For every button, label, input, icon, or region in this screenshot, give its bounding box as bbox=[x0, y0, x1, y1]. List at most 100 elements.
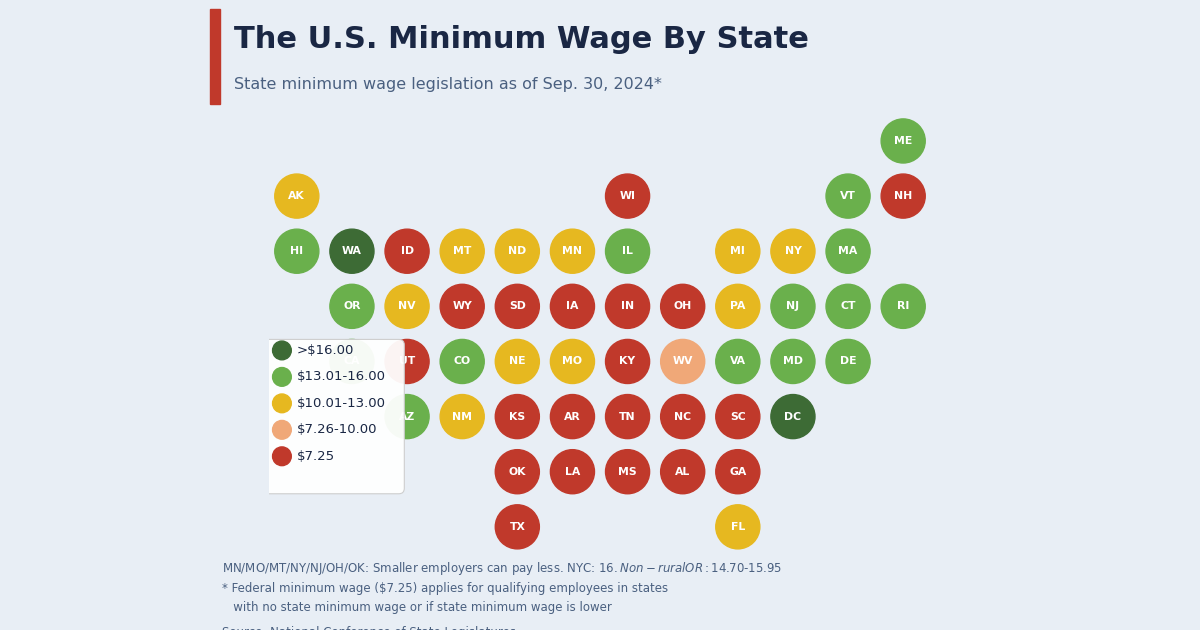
Circle shape bbox=[881, 119, 925, 163]
Circle shape bbox=[272, 367, 292, 386]
Text: WY: WY bbox=[452, 301, 472, 311]
Circle shape bbox=[275, 229, 319, 273]
Text: TN: TN bbox=[619, 411, 636, 421]
Text: >$16.00: >$16.00 bbox=[296, 344, 354, 357]
Text: NC: NC bbox=[674, 411, 691, 421]
Text: MT: MT bbox=[454, 246, 472, 256]
Text: SC: SC bbox=[730, 411, 745, 421]
Text: IA: IA bbox=[566, 301, 578, 311]
Circle shape bbox=[661, 284, 704, 328]
Text: IN: IN bbox=[622, 301, 634, 311]
Circle shape bbox=[440, 229, 485, 273]
Circle shape bbox=[826, 174, 870, 218]
Text: MA: MA bbox=[839, 246, 858, 256]
Text: $7.25: $7.25 bbox=[296, 450, 335, 463]
Text: NV: NV bbox=[398, 301, 416, 311]
Circle shape bbox=[770, 340, 815, 384]
Text: WI: WI bbox=[619, 191, 636, 201]
Circle shape bbox=[551, 229, 594, 273]
Circle shape bbox=[551, 284, 594, 328]
Text: DE: DE bbox=[840, 357, 857, 367]
Text: NJ: NJ bbox=[786, 301, 799, 311]
Circle shape bbox=[272, 341, 292, 360]
Circle shape bbox=[770, 394, 815, 438]
Text: OR: OR bbox=[343, 301, 361, 311]
Text: WV: WV bbox=[672, 357, 692, 367]
Text: AK: AK bbox=[288, 191, 305, 201]
Circle shape bbox=[385, 394, 430, 438]
Circle shape bbox=[330, 340, 374, 384]
Text: MO: MO bbox=[563, 357, 582, 367]
Text: ND: ND bbox=[508, 246, 527, 256]
Circle shape bbox=[496, 394, 539, 438]
Circle shape bbox=[496, 284, 539, 328]
Text: DC: DC bbox=[785, 411, 802, 421]
Circle shape bbox=[826, 284, 870, 328]
Circle shape bbox=[385, 284, 430, 328]
Text: MD: MD bbox=[782, 357, 803, 367]
FancyBboxPatch shape bbox=[260, 340, 404, 494]
Text: GA: GA bbox=[730, 467, 746, 477]
Text: IL: IL bbox=[622, 246, 634, 256]
Text: MN: MN bbox=[563, 246, 582, 256]
Circle shape bbox=[330, 229, 374, 273]
Circle shape bbox=[496, 229, 539, 273]
Circle shape bbox=[770, 284, 815, 328]
Circle shape bbox=[551, 394, 594, 438]
Circle shape bbox=[826, 340, 870, 384]
Circle shape bbox=[606, 450, 649, 494]
Circle shape bbox=[496, 340, 539, 384]
Circle shape bbox=[330, 284, 374, 328]
Circle shape bbox=[440, 340, 485, 384]
Text: ID: ID bbox=[401, 246, 414, 256]
Text: Source: National Conference of State Legislatures: Source: National Conference of State Leg… bbox=[222, 626, 516, 630]
Text: OH: OH bbox=[673, 301, 692, 311]
Text: NH: NH bbox=[894, 191, 912, 201]
Text: with no state minimum wage or if state minimum wage is lower: with no state minimum wage or if state m… bbox=[222, 601, 612, 614]
Text: * Federal minimum wage ($7.25) applies for qualifying employees in states: * Federal minimum wage ($7.25) applies f… bbox=[222, 583, 668, 595]
Circle shape bbox=[881, 174, 925, 218]
Text: The U.S. Minimum Wage By State: The U.S. Minimum Wage By State bbox=[234, 25, 809, 54]
Text: CT: CT bbox=[840, 301, 856, 311]
Text: NE: NE bbox=[509, 357, 526, 367]
Circle shape bbox=[275, 174, 319, 218]
Text: LA: LA bbox=[565, 467, 580, 477]
Circle shape bbox=[715, 394, 760, 438]
Text: VT: VT bbox=[840, 191, 856, 201]
Text: NM: NM bbox=[452, 411, 472, 421]
Circle shape bbox=[606, 394, 649, 438]
Text: TX: TX bbox=[509, 522, 526, 532]
Text: AZ: AZ bbox=[398, 411, 415, 421]
Circle shape bbox=[770, 229, 815, 273]
Text: KS: KS bbox=[509, 411, 526, 421]
Circle shape bbox=[606, 229, 649, 273]
Circle shape bbox=[606, 340, 649, 384]
Text: $7.26-10.00: $7.26-10.00 bbox=[296, 423, 377, 437]
Text: CA: CA bbox=[343, 357, 360, 367]
Text: HI: HI bbox=[290, 246, 304, 256]
Circle shape bbox=[881, 284, 925, 328]
Circle shape bbox=[661, 394, 704, 438]
Text: ME: ME bbox=[894, 136, 912, 146]
Circle shape bbox=[440, 284, 485, 328]
Text: FL: FL bbox=[731, 522, 745, 532]
Text: VA: VA bbox=[730, 357, 746, 367]
Circle shape bbox=[661, 340, 704, 384]
Text: PA: PA bbox=[730, 301, 745, 311]
Text: $13.01-16.00: $13.01-16.00 bbox=[296, 370, 386, 384]
Circle shape bbox=[440, 394, 485, 438]
Circle shape bbox=[715, 450, 760, 494]
Text: NY: NY bbox=[785, 246, 802, 256]
Circle shape bbox=[606, 284, 649, 328]
Circle shape bbox=[661, 450, 704, 494]
Text: RI: RI bbox=[898, 301, 910, 311]
Text: UT: UT bbox=[398, 357, 415, 367]
Bar bbox=[210, 9, 220, 105]
Circle shape bbox=[715, 284, 760, 328]
Circle shape bbox=[826, 229, 870, 273]
Text: WA: WA bbox=[342, 246, 362, 256]
Circle shape bbox=[551, 450, 594, 494]
Circle shape bbox=[715, 340, 760, 384]
Circle shape bbox=[715, 229, 760, 273]
Circle shape bbox=[385, 340, 430, 384]
